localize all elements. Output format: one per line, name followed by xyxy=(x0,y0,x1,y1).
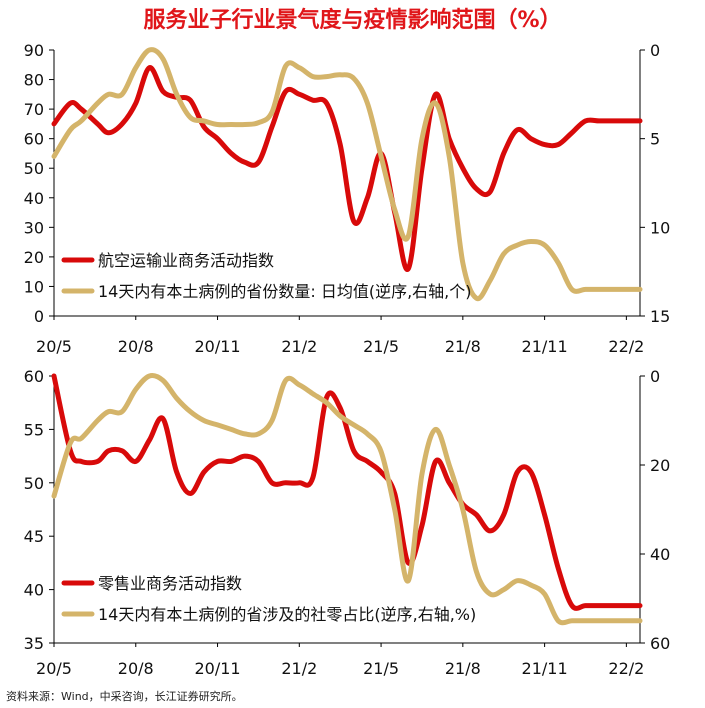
x-tick-label: 21/5 xyxy=(363,659,399,678)
x-tick-label: 20/8 xyxy=(118,337,154,356)
x-tick-label: 21/5 xyxy=(363,337,399,356)
series-line-red xyxy=(51,373,643,611)
left-tick-label: 20 xyxy=(24,248,44,267)
left-tick-label: 30 xyxy=(24,218,44,237)
left-tick-label: 70 xyxy=(24,100,44,119)
x-tick-label: 21/11 xyxy=(522,337,568,356)
legend-label: 14天内有本土病例的省涉及的社零占比(逆序,右轴,%) xyxy=(98,605,476,624)
x-tick-label: 22/2 xyxy=(608,659,644,678)
series-line-gold xyxy=(51,47,643,302)
left-tick-label: 10 xyxy=(24,277,44,296)
x-tick-label: 21/2 xyxy=(281,659,317,678)
x-tick-label: 21/8 xyxy=(445,337,481,356)
x-tick-label: 20/8 xyxy=(118,659,154,678)
x-tick-label: 20/11 xyxy=(194,659,240,678)
source-note: 资料来源：Wind，中采咨询，长江证券研究所。 xyxy=(6,690,243,703)
right-tick-label: 0 xyxy=(650,367,660,386)
right-tick-label: 40 xyxy=(650,545,670,564)
left-tick-label: 35 xyxy=(24,634,44,653)
left-tick-label: 80 xyxy=(24,71,44,90)
x-tick-label: 20/5 xyxy=(36,659,72,678)
left-tick-label: 90 xyxy=(24,41,44,60)
series-line-gold xyxy=(51,373,643,626)
x-tick-label: 21/8 xyxy=(445,659,481,678)
series-line-red xyxy=(51,65,643,272)
left-tick-label: 0 xyxy=(34,307,44,326)
x-tick-label: 21/11 xyxy=(522,659,568,678)
right-tick-label: 15 xyxy=(650,307,670,326)
right-tick-label: 10 xyxy=(650,218,670,237)
left-tick-label: 40 xyxy=(24,189,44,208)
x-tick-label: 21/2 xyxy=(281,337,317,356)
legend-label: 14天内有本土病例的省份数量: 日均值(逆序,右轴,个) xyxy=(98,282,472,301)
right-tick-label: 5 xyxy=(650,130,660,149)
chart-title: 服务业子行业景气度与疫情影响范围（%） xyxy=(143,8,562,33)
left-tick-label: 40 xyxy=(24,581,44,600)
x-tick-label: 20/5 xyxy=(36,337,72,356)
x-tick-label: 22/2 xyxy=(608,337,644,356)
legend-label: 零售业商务活动指数 xyxy=(98,574,242,593)
left-tick-label: 50 xyxy=(24,159,44,178)
left-tick-label: 60 xyxy=(24,130,44,149)
legend-label: 航空运输业商务活动指数 xyxy=(98,251,274,270)
left-tick-label: 45 xyxy=(24,527,44,546)
right-tick-label: 60 xyxy=(650,634,670,653)
left-tick-label: 50 xyxy=(24,474,44,493)
right-tick-label: 0 xyxy=(650,41,660,60)
left-tick-label: 60 xyxy=(24,367,44,386)
left-tick-label: 55 xyxy=(24,420,44,439)
x-tick-label: 20/11 xyxy=(194,337,240,356)
right-tick-label: 20 xyxy=(650,456,670,475)
